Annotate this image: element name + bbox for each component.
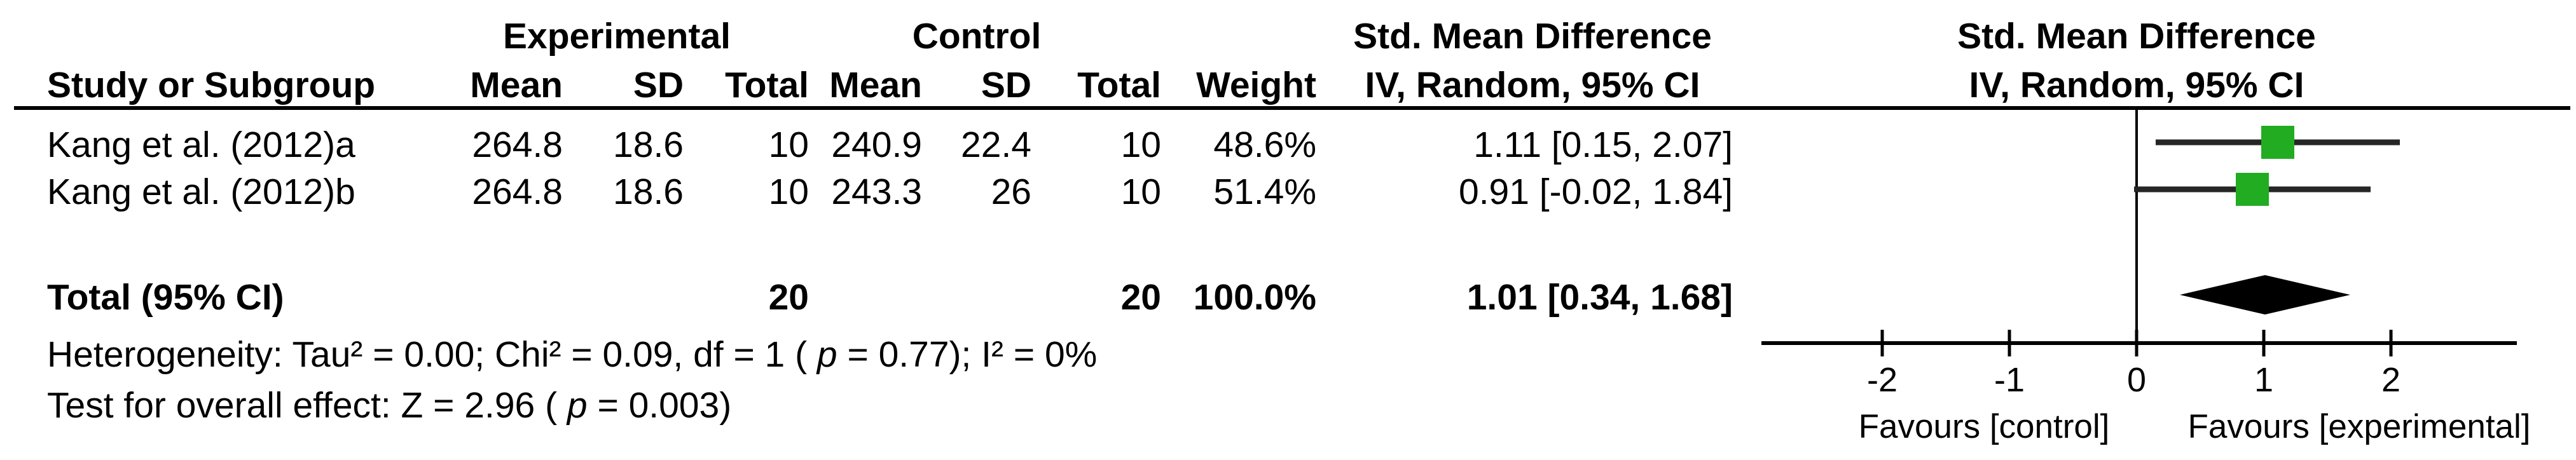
header-group-experimental: Experimental: [503, 16, 731, 57]
study-row-ctl-total: 10: [1120, 125, 1161, 165]
header-study-or-subgroup: Study or Subgroup: [47, 65, 376, 105]
heterogeneity-text-end: = 0.77); I² = 0%: [837, 334, 1098, 375]
header-exp-sd: SD: [633, 65, 684, 105]
overall-effect-text: Test for overall effect: Z = 2.96 (: [47, 385, 567, 426]
study-row-exp-sd: 18.6: [613, 172, 684, 212]
header-group-control: Control: [912, 16, 1042, 57]
axis-tick-label: -1: [1994, 361, 2025, 399]
pooled-effect-diamond: [2180, 275, 2350, 315]
study-row-exp-total: 10: [768, 125, 809, 165]
axis-tick-label: -2: [1867, 361, 1898, 399]
study-row-exp-total: 10: [768, 172, 809, 212]
axis-label-favours-experimental: Favours [experimental]: [2187, 408, 2531, 445]
header-weight: Weight: [1196, 65, 1316, 105]
total-row-weight: 100.0%: [1193, 277, 1316, 318]
study-row-exp-mean: 264.8: [472, 172, 563, 212]
study-row-ctl-sd: 26: [991, 172, 1031, 212]
header-method-values: IV, Random, 95% CI: [1365, 65, 1700, 105]
header-method-plot: IV, Random, 95% CI: [1969, 65, 2304, 105]
study-row-ctl-sd: 22.4: [961, 125, 1031, 165]
header-smd-plot: Std. Mean Difference: [1957, 16, 2316, 57]
study-row-exp-mean: 264.8: [472, 125, 563, 165]
study-row-ci-text: 0.91 [-0.02, 1.84]: [1459, 172, 1733, 212]
study-row-label: Kang et al. (2012)b: [47, 172, 355, 212]
axis-tick-label: 1: [2254, 361, 2273, 399]
total-row-label: Total (95% CI): [47, 277, 284, 318]
study-row-exp-sd: 18.6: [613, 125, 684, 165]
heterogeneity-text: Heterogeneity: Tau² = 0.00; Chi² = 0.09,…: [47, 334, 817, 375]
overall-effect-text-end: = 0.003): [587, 385, 732, 426]
study-row-ci-text: 1.11 [0.15, 2.07]: [1473, 125, 1733, 165]
p-symbol: p: [816, 334, 837, 375]
study-effect-square: [2236, 173, 2269, 206]
total-row-ci-text: 1.01 [0.34, 1.68]: [1466, 277, 1733, 318]
header-smd-values: Std. Mean Difference: [1353, 16, 1712, 57]
axis-label-favours-control: Favours [control]: [1858, 408, 2110, 445]
study-row-ctl-total: 10: [1120, 172, 1161, 212]
axis-tick-label: 0: [2127, 361, 2146, 399]
axis-tick-label: 2: [2381, 361, 2400, 399]
study-effect-square: [2261, 126, 2294, 159]
study-row-ctl-mean: 240.9: [831, 125, 922, 165]
header-ctl-sd: SD: [981, 65, 1031, 105]
p-symbol: p: [567, 385, 588, 426]
header-ctl-total: Total: [1077, 65, 1161, 105]
heterogeneity-note: Heterogeneity: Tau² = 0.00; Chi² = 0.09,…: [47, 331, 1097, 378]
overall-effect-note: Test for overall effect: Z = 2.96 ( p = …: [47, 382, 731, 429]
total-row-ctl-total: 20: [1120, 277, 1161, 318]
header-exp-mean: Mean: [470, 65, 563, 105]
total-row-exp-total: 20: [768, 277, 809, 318]
study-row-label: Kang et al. (2012)a: [47, 125, 355, 165]
study-row-ctl-mean: 243.3: [831, 172, 922, 212]
study-row-weight: 48.6%: [1213, 125, 1316, 165]
header-separator-line: [14, 106, 2570, 110]
study-row-weight: 51.4%: [1213, 172, 1316, 212]
header-ctl-mean: Mean: [829, 65, 922, 105]
header-exp-total: Total: [725, 65, 809, 105]
